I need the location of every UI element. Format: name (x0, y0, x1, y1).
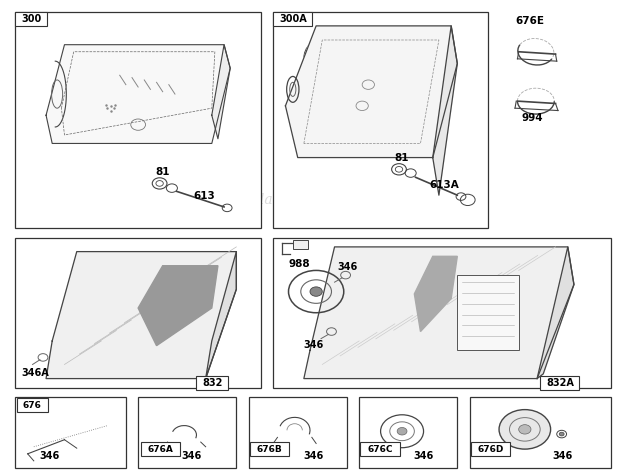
Bar (471, 442, 510, 456)
Circle shape (559, 432, 564, 436)
Bar (273, 12, 312, 26)
Polygon shape (304, 247, 574, 379)
Bar (458, 275, 519, 351)
Text: 81: 81 (156, 167, 170, 177)
Polygon shape (206, 252, 236, 379)
Polygon shape (537, 247, 574, 379)
Text: 832: 832 (202, 378, 223, 388)
Text: 346: 346 (39, 451, 60, 461)
Text: 883: 883 (282, 14, 304, 24)
Bar (17, 399, 48, 412)
Bar (141, 442, 180, 456)
Polygon shape (285, 26, 458, 158)
Polygon shape (414, 256, 458, 332)
Bar (273, 238, 611, 388)
Bar (469, 398, 611, 468)
Text: 676A: 676A (148, 445, 173, 454)
Circle shape (499, 409, 551, 449)
Text: eReplacementParts.com: eReplacementParts.com (224, 193, 396, 207)
Text: 676E: 676E (516, 17, 544, 27)
Bar (16, 398, 126, 468)
Bar (540, 376, 580, 390)
Bar (16, 12, 46, 26)
Text: 676C: 676C (367, 445, 392, 454)
Polygon shape (46, 45, 230, 143)
Bar (249, 398, 347, 468)
Circle shape (519, 425, 531, 434)
Bar (197, 376, 228, 390)
Text: 346: 346 (413, 451, 433, 462)
Text: 613A: 613A (429, 180, 459, 190)
Text: 300: 300 (21, 14, 41, 24)
Bar (16, 238, 261, 388)
Text: 988: 988 (288, 259, 310, 269)
Text: 676: 676 (23, 401, 42, 410)
Bar (359, 398, 458, 468)
Text: 346A: 346A (22, 368, 49, 378)
Text: 346: 346 (552, 451, 573, 462)
Bar (138, 398, 236, 468)
Text: 613: 613 (193, 191, 215, 201)
Polygon shape (46, 252, 236, 379)
Text: 832A: 832A (546, 378, 574, 388)
Bar (250, 442, 289, 456)
Circle shape (397, 428, 407, 435)
Text: 300A: 300A (279, 14, 307, 24)
Polygon shape (138, 266, 218, 346)
Bar (16, 12, 261, 228)
Text: 994: 994 (522, 113, 543, 123)
Text: 676B: 676B (257, 445, 282, 454)
Text: 346: 346 (304, 451, 324, 462)
Bar (273, 12, 488, 228)
Text: 346: 346 (304, 340, 324, 350)
Polygon shape (433, 26, 458, 195)
Text: 346: 346 (338, 262, 358, 272)
Text: 81: 81 (395, 153, 409, 163)
Bar (360, 442, 400, 456)
Bar (293, 240, 308, 249)
Circle shape (310, 287, 322, 296)
Text: 346: 346 (181, 451, 202, 462)
Polygon shape (212, 45, 230, 139)
Text: 676D: 676D (477, 445, 503, 454)
